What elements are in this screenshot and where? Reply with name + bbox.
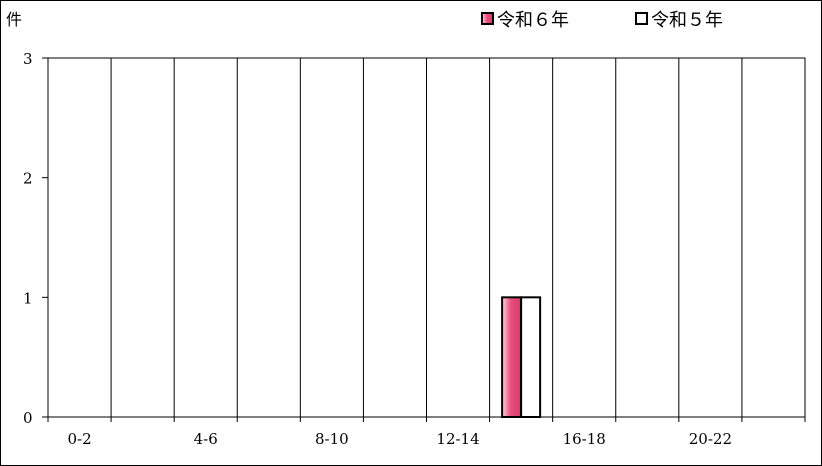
y-tick-label: 0 xyxy=(23,409,33,427)
legend-swatch-series-1 xyxy=(481,12,494,25)
bar-series-1 xyxy=(501,296,523,419)
legend-label-series-2: 令和５年 xyxy=(651,10,723,31)
y-tick-label: 1 xyxy=(23,289,33,307)
x-tick-label: 16-18 xyxy=(563,430,606,448)
y-tick-label: 3 xyxy=(23,50,33,68)
x-tick-label: 4-6 xyxy=(194,430,218,448)
bar-series-2 xyxy=(520,296,542,419)
x-tick-label: 0-2 xyxy=(67,430,91,448)
y-tick-label: 2 xyxy=(23,170,33,188)
legend-swatch-series-2 xyxy=(635,12,648,25)
plot-area: 0 1 2 3 0-2 4-6 8-10 12-14 16-18 20-22 xyxy=(23,50,806,448)
y-axis-unit-label: 件 xyxy=(6,10,22,29)
x-tick-label: 20-22 xyxy=(689,430,732,448)
legend-label-series-1: 令和６年 xyxy=(497,10,569,31)
x-tick-label: 12-14 xyxy=(436,430,479,448)
legend: 令和６年 令和５年 xyxy=(481,10,723,31)
x-tick-label: 8-10 xyxy=(315,430,349,448)
